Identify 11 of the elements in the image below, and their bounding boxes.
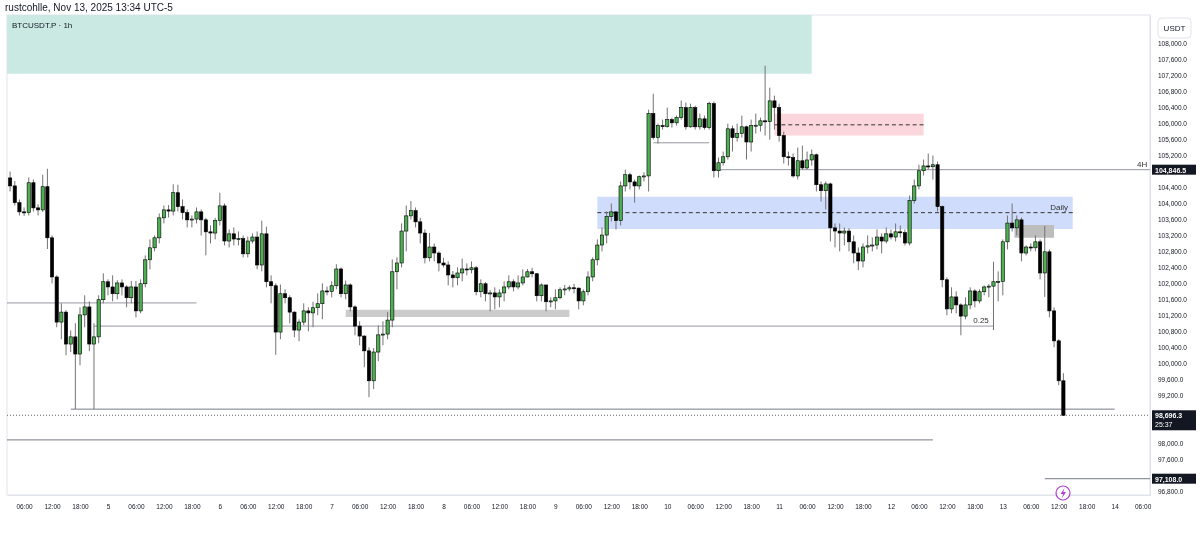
chart-title: rustcohlle, Nov 13, 2025 13:34 UTC-5 [5, 2, 174, 13]
candlestick [730, 125, 735, 153]
annotation: 4H [1137, 159, 1148, 169]
candlestick [744, 125, 749, 161]
candlestick [991, 261, 996, 331]
candlestick [427, 232, 432, 262]
y-axis-title: USDT [1163, 24, 1186, 33]
text: BTCUSDT.P · 1h [12, 21, 73, 30]
annotation: 0.25 [973, 316, 990, 326]
annotation: Daily [1050, 202, 1069, 212]
candlestick [688, 103, 693, 129]
